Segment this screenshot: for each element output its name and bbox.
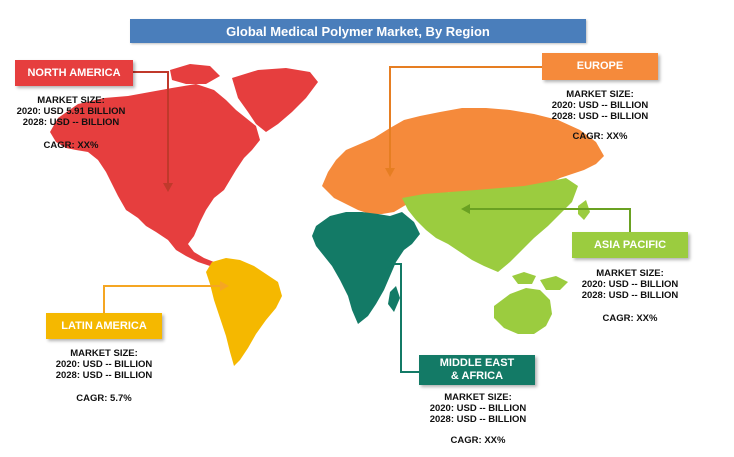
asia-pacific-2020: 2020: USD -- BILLION	[581, 279, 679, 290]
latin-america-connector	[103, 285, 224, 313]
north-america-label: NORTH AMERICA	[15, 60, 133, 86]
europe-market-size-label: MARKET SIZE:	[566, 89, 634, 100]
middle-east-africa-name-line2: & AFRICA	[450, 370, 504, 382]
asia-pacific-label: ASIA PACIFIC	[572, 232, 688, 258]
latin-america-2028: 2028: USD -- BILLION	[55, 370, 153, 381]
north-america-name: NORTH AMERICA	[27, 66, 121, 79]
north-america-2028: 2028: USD -- BILLION	[22, 117, 120, 128]
middle-east-africa-info: MARKET SIZE: 2020: USD -- BILLION 2028: …	[416, 392, 540, 446]
europe-cagr: CAGR: XX%	[572, 131, 628, 142]
europe-landmass	[322, 108, 604, 214]
madagascar-landmass	[388, 286, 400, 312]
australia-landmass	[494, 288, 552, 334]
latin-america-landmass	[206, 258, 282, 366]
europe-arrowhead	[385, 168, 395, 177]
asia-pacific-landmass	[402, 178, 578, 272]
greenland-landmass	[232, 68, 318, 132]
asia-pacific-info: MARKET SIZE: 2020: USD -- BILLION 2028: …	[568, 268, 692, 324]
asia-pacific-2028: 2028: USD -- BILLION	[581, 290, 679, 301]
middle-east-africa-name-line1: MIDDLE EAST	[439, 357, 515, 369]
middle-east-africa-label: MIDDLE EAST & AFRICA	[419, 355, 535, 385]
map-title: Global Medical Polymer Market, By Region	[130, 19, 586, 43]
europe-2028: 2028: USD -- BILLION	[551, 111, 649, 122]
latin-america-label: LATIN AMERICA	[46, 313, 162, 339]
asia-pacific-market-size-label: MARKET SIZE:	[596, 268, 664, 279]
europe-name: EUROPE	[576, 60, 624, 72]
middle-east-africa-2028: 2028: USD -- BILLION	[429, 414, 527, 425]
latin-america-market-size-label: MARKET SIZE:	[70, 348, 138, 359]
asia-pacific-arrowhead	[461, 204, 470, 214]
north-america-islands	[170, 64, 222, 116]
north-america-info: MARKET SIZE: 2020: USD 5.91 BILLION 2028…	[8, 95, 134, 151]
asia-pacific-name: ASIA PACIFIC	[593, 238, 667, 251]
middle-east-africa-cagr: CAGR: XX%	[450, 435, 506, 446]
latin-america-cagr: CAGR: 5.7%	[76, 393, 132, 404]
middle-east-africa-landmass	[312, 212, 420, 324]
north-america-market-size-label: MARKET SIZE:	[37, 95, 105, 106]
latin-america-info: MARKET SIZE: 2020: USD -- BILLION 2028: …	[42, 348, 166, 404]
middle-east-africa-connector	[389, 263, 419, 373]
middle-east-africa-market-size-label: MARKET SIZE:	[444, 392, 512, 403]
middle-east-africa-arrowhead	[385, 259, 394, 269]
north-america-2020: 2020: USD 5.91 BILLION	[16, 106, 126, 117]
north-america-landmass	[50, 84, 260, 268]
north-america-connector	[132, 71, 169, 188]
middle-east-africa-2020: 2020: USD -- BILLION	[429, 403, 527, 414]
asia-pacific-connector	[466, 208, 631, 232]
europe-connector	[389, 66, 542, 172]
europe-2020: 2020: USD -- BILLION	[551, 100, 649, 111]
north-america-cagr: CAGR: XX%	[43, 140, 99, 151]
latin-america-arrowhead	[220, 281, 229, 291]
europe-info: MARKET SIZE: 2020: USD -- BILLION 2028: …	[538, 89, 662, 142]
latin-america-2020: 2020: USD -- BILLION	[55, 359, 153, 370]
asia-pacific-cagr: CAGR: XX%	[602, 313, 658, 324]
north-america-arrowhead	[163, 183, 173, 192]
latin-america-name: LATIN AMERICA	[61, 319, 147, 332]
europe-label: EUROPE	[542, 53, 658, 80]
